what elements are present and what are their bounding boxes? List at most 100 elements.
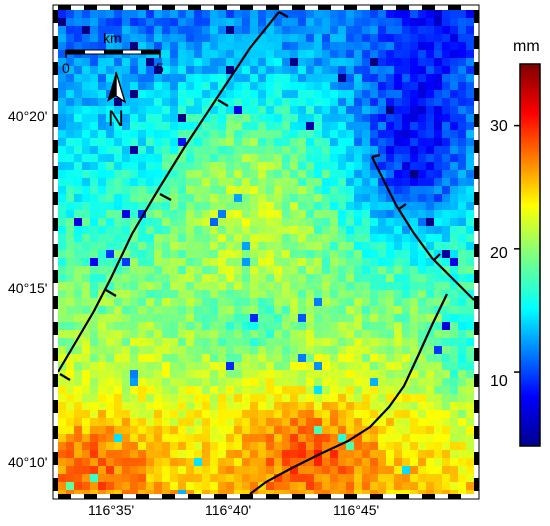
raster-cell bbox=[354, 114, 362, 122]
raster-cell bbox=[338, 282, 346, 290]
raster-cell bbox=[402, 346, 410, 354]
raster-cell bbox=[370, 290, 378, 298]
raster-cell bbox=[202, 58, 210, 66]
raster-cell bbox=[466, 98, 474, 106]
raster-cell bbox=[250, 90, 258, 98]
raster-cell bbox=[98, 10, 106, 18]
raster-cell bbox=[298, 362, 306, 370]
raster-cell bbox=[330, 26, 338, 34]
raster-cell bbox=[338, 402, 346, 410]
frame-segment bbox=[474, 49, 479, 62]
raster-cell bbox=[434, 442, 442, 450]
raster-cell bbox=[322, 282, 330, 290]
raster-cell bbox=[162, 338, 170, 346]
fault-tick bbox=[159, 193, 172, 201]
raster-cell bbox=[218, 482, 226, 490]
raster-cell bbox=[90, 290, 98, 298]
raster-cell bbox=[130, 370, 138, 378]
raster-cell bbox=[290, 130, 298, 138]
raster-cell bbox=[458, 186, 466, 194]
raster-cell bbox=[178, 210, 186, 218]
raster-cell bbox=[202, 250, 210, 258]
raster-cell bbox=[266, 10, 274, 18]
raster-cell bbox=[370, 106, 378, 114]
raster-cell bbox=[122, 434, 130, 442]
raster-cell bbox=[170, 330, 178, 338]
raster-cell bbox=[210, 466, 218, 474]
raster-cell bbox=[74, 114, 82, 122]
raster-cell bbox=[74, 130, 82, 138]
raster-cell bbox=[130, 74, 138, 82]
raster-cell bbox=[362, 210, 370, 218]
raster-cell bbox=[162, 58, 170, 66]
raster-cell bbox=[58, 402, 66, 410]
raster-cell bbox=[450, 58, 458, 66]
raster-cell bbox=[282, 114, 290, 122]
raster-cell bbox=[58, 26, 66, 34]
raster-cell bbox=[178, 66, 186, 74]
raster-cell bbox=[330, 290, 338, 298]
raster-cell bbox=[282, 338, 290, 346]
raster-cell bbox=[218, 394, 226, 402]
raster-cell bbox=[90, 162, 98, 170]
raster-cell bbox=[242, 34, 250, 42]
raster-cell bbox=[410, 194, 418, 202]
raster-cell bbox=[202, 218, 210, 226]
raster-cell bbox=[146, 290, 154, 298]
raster-cell bbox=[346, 26, 354, 34]
raster-cell bbox=[442, 458, 450, 466]
raster-cell bbox=[186, 386, 194, 394]
raster-cell bbox=[330, 370, 338, 378]
raster-cell bbox=[394, 418, 402, 426]
raster-cell bbox=[146, 298, 154, 306]
raster-cell bbox=[178, 234, 186, 242]
raster-cell bbox=[66, 10, 74, 18]
raster-cell bbox=[58, 218, 66, 226]
raster-cell bbox=[234, 66, 242, 74]
raster-cell bbox=[466, 370, 474, 378]
raster-cell bbox=[346, 338, 354, 346]
raster-cell bbox=[122, 202, 130, 210]
raster-cell bbox=[162, 26, 170, 34]
raster-cell bbox=[346, 226, 354, 234]
raster-cell bbox=[290, 122, 298, 130]
raster-cell bbox=[250, 258, 258, 266]
raster-cell bbox=[258, 274, 266, 282]
raster-cell bbox=[258, 210, 266, 218]
frame-segment bbox=[448, 5, 461, 10]
raster-cell bbox=[98, 234, 106, 242]
raster-cell bbox=[98, 162, 106, 170]
raster-cell bbox=[58, 482, 66, 490]
raster-cell bbox=[346, 258, 354, 266]
raster-cell bbox=[138, 98, 146, 106]
raster-cell bbox=[242, 442, 250, 450]
raster-cell bbox=[314, 74, 322, 82]
raster-cell bbox=[346, 58, 354, 66]
raster-cell bbox=[130, 42, 138, 50]
raster-cell bbox=[250, 322, 258, 330]
raster-cell bbox=[346, 378, 354, 386]
raster-cell bbox=[402, 474, 410, 482]
raster-cell bbox=[82, 210, 90, 218]
raster-cell bbox=[426, 226, 434, 234]
raster-cell bbox=[290, 98, 298, 106]
raster-cell bbox=[74, 146, 82, 154]
raster-cell bbox=[154, 74, 162, 82]
raster-cell bbox=[346, 162, 354, 170]
raster-cell bbox=[218, 162, 226, 170]
raster-cell bbox=[442, 354, 450, 362]
raster-cell bbox=[234, 234, 242, 242]
raster-cell bbox=[370, 202, 378, 210]
raster-cell bbox=[82, 458, 90, 466]
raster-cell bbox=[298, 282, 306, 290]
raster-cell bbox=[426, 74, 434, 82]
raster-cell bbox=[146, 314, 154, 322]
raster-cell bbox=[306, 338, 314, 346]
raster-cell bbox=[178, 354, 186, 362]
raster-cell bbox=[82, 362, 90, 370]
raster-cell bbox=[122, 194, 130, 202]
raster-cell bbox=[290, 394, 298, 402]
raster-cell bbox=[450, 218, 458, 226]
raster-cell bbox=[74, 18, 82, 26]
raster-cell bbox=[154, 474, 162, 482]
